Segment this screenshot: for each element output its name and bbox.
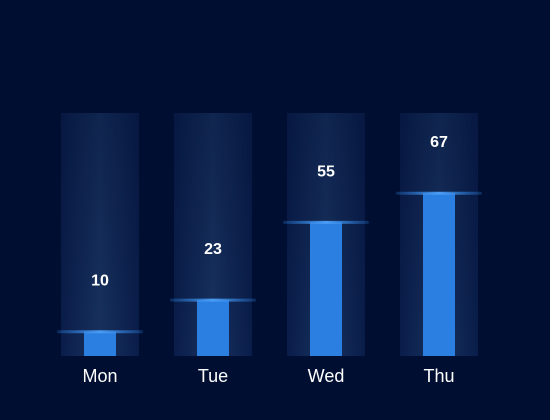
bar-thu bbox=[423, 193, 455, 356]
bar-cap-tue bbox=[170, 298, 256, 302]
bar-cap-mon bbox=[57, 330, 143, 334]
x-tick-label-thu: Thu bbox=[423, 366, 454, 386]
bar-mon bbox=[84, 331, 116, 356]
x-tick-label-wed: Wed bbox=[308, 366, 345, 386]
bar-cap-wed bbox=[283, 220, 369, 224]
bar-tue bbox=[197, 300, 229, 356]
data-label-thu: 67 bbox=[430, 134, 448, 151]
bar-cap-thu bbox=[396, 191, 482, 195]
data-label-wed: 55 bbox=[317, 163, 335, 180]
x-tick-label-mon: Mon bbox=[82, 366, 117, 386]
data-label-mon: 10 bbox=[91, 273, 109, 290]
data-label-tue: 23 bbox=[204, 241, 222, 258]
bar-wed bbox=[310, 222, 342, 356]
x-tick-label-tue: Tue bbox=[198, 366, 228, 386]
bar-track-shade-mon bbox=[61, 113, 139, 356]
plot-area: 10 Mon 23 Tue 55 Wed 67 Thu bbox=[57, 113, 482, 386]
